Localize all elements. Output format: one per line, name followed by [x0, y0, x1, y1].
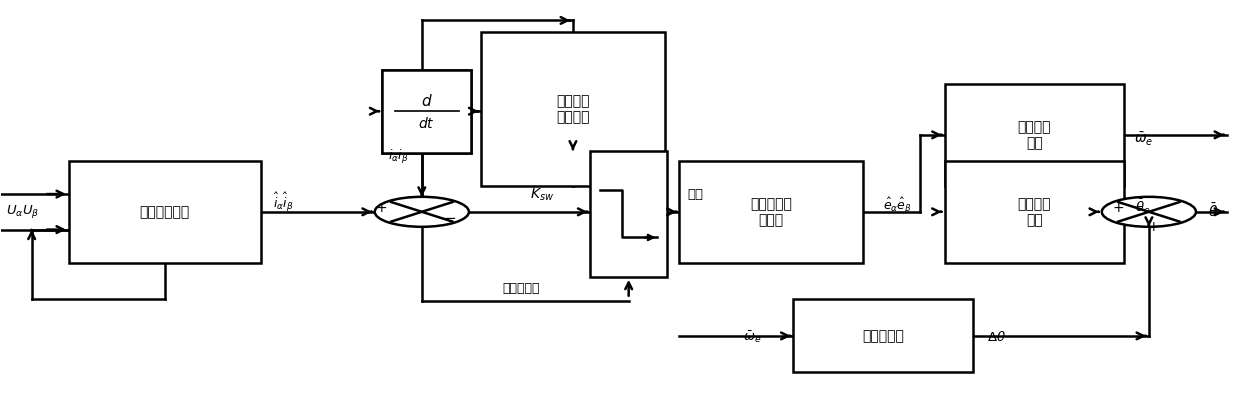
Bar [68, 160, 260, 263]
Bar [945, 84, 1125, 186]
Text: 转子速度
估算: 转子速度 估算 [1018, 120, 1052, 150]
Text: $\bar{\theta}$: $\bar{\theta}$ [1208, 202, 1219, 220]
Text: $U_{\alpha}U_{\beta}$: $U_{\alpha}U_{\beta}$ [6, 203, 40, 220]
Text: $d$: $d$ [420, 93, 433, 109]
Text: 变截止低通
滤波器: 变截止低通 滤波器 [750, 197, 792, 227]
Text: 滑模电流观测: 滑模电流观测 [140, 205, 190, 219]
Text: 滑模: 滑模 [687, 188, 703, 201]
Bar [590, 150, 667, 277]
Bar [945, 160, 1125, 263]
Text: 变论域模
糊控制器: 变论域模 糊控制器 [557, 94, 590, 124]
Text: $+$: $+$ [1112, 201, 1123, 215]
Text: $\bar{\theta}_{e}$: $\bar{\theta}_{e}$ [1136, 197, 1151, 216]
Text: $i_{\alpha}i_{\beta}$: $i_{\alpha}i_{\beta}$ [388, 148, 409, 166]
Text: $\hat{i}_{\alpha}\hat{i}_{\beta}$: $\hat{i}_{\alpha}\hat{i}_{\beta}$ [273, 191, 294, 214]
Bar [382, 70, 471, 152]
Bar [481, 32, 665, 186]
Circle shape [374, 197, 469, 227]
Text: 变滞后补偿: 变滞后补偿 [862, 329, 904, 343]
Bar [794, 299, 973, 372]
Text: 转子位置
估算: 转子位置 估算 [1018, 197, 1052, 227]
Text: $\bar{\omega}_{e}$: $\bar{\omega}_{e}$ [743, 329, 761, 345]
Text: $+$: $+$ [1147, 221, 1158, 234]
Text: $K_{sw}$: $K_{sw}$ [529, 187, 554, 203]
Text: 变饱和函数: 变饱和函数 [502, 282, 539, 295]
Text: $+$: $+$ [374, 201, 387, 215]
Text: $-$: $-$ [443, 209, 456, 224]
Text: $\hat{e}_{\alpha}\hat{e}_{\beta}$: $\hat{e}_{\alpha}\hat{e}_{\beta}$ [883, 196, 911, 216]
Text: $dt$: $dt$ [418, 116, 435, 131]
Text: $\bar{\omega}_{e}$: $\bar{\omega}_{e}$ [1135, 131, 1153, 148]
Text: $d/dt$: $d/dt$ [410, 103, 443, 120]
Bar [382, 70, 471, 152]
Text: $\Delta\theta$: $\Delta\theta$ [987, 330, 1006, 344]
Bar [680, 160, 863, 263]
Circle shape [1102, 197, 1195, 227]
